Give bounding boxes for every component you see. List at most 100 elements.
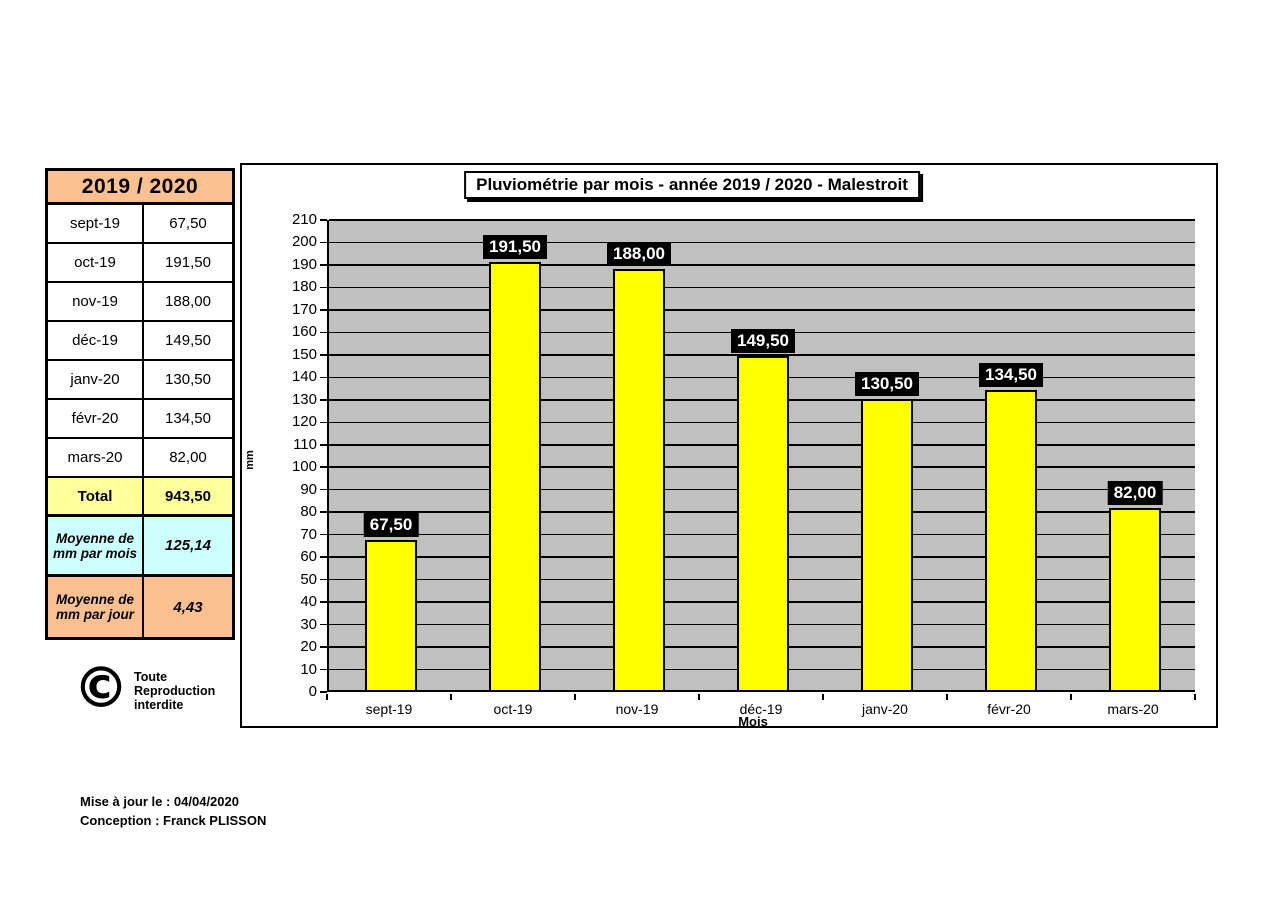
summary-table: 2019 / 2020 sept-19 67,50 oct-19 191,50 nov-… [45, 168, 235, 640]
month-cell: févr-20 [48, 400, 144, 437]
y-tick [320, 331, 327, 334]
footer-author-line: Conception : Franck PLISSON [80, 813, 267, 828]
bar-value-label: 82,00 [1107, 480, 1163, 505]
y-tick-label: 190 [291, 255, 317, 273]
y-tick-label: 100 [291, 458, 317, 476]
y-tick [320, 646, 327, 648]
y-tick [320, 601, 327, 603]
bar-value-label: 188,00 [607, 242, 671, 267]
bar-value-label: 134,50 [979, 362, 1043, 387]
bar-value-label: 67,50 [363, 513, 419, 538]
value-cell: 67,50 [169, 215, 207, 232]
month-cell: janv-20 [48, 361, 144, 398]
copyright-notice: © Toute Reproduction interdite [73, 661, 215, 717]
table-row: janv-20 130,50 [48, 361, 232, 400]
month-cell: déc-19 [48, 322, 144, 359]
month-cell: sept-19 [48, 205, 144, 242]
table-row: déc-19 149,50 [48, 322, 232, 361]
total-row: Total 943,50 [48, 478, 232, 517]
y-tick-label: 210 [291, 211, 317, 228]
x-category-label: janv-20 [862, 701, 908, 717]
footer: Mise à jour le : 04/04/2020 Conception :… [80, 792, 266, 830]
grid-line [329, 264, 1195, 266]
copyright-line: interdite [134, 698, 184, 712]
x-tick [946, 694, 948, 700]
x-category-label: mars-20 [1107, 701, 1159, 717]
value-cell: 82,00 [169, 449, 207, 466]
x-category-label: sept-19 [365, 701, 413, 717]
copyright-line: Reproduction [134, 684, 216, 698]
grid-line [329, 354, 1195, 356]
y-tick-label: 40 [300, 593, 317, 611]
y-tick [320, 578, 327, 581]
y-tick-label: 0 [308, 683, 317, 700]
chart-title: Pluviométrie par mois - année 2019 / 202… [464, 171, 920, 199]
y-tick-label: 50 [300, 570, 317, 588]
total-value: 943,50 [165, 487, 211, 505]
table-row: mars-20 82,00 [48, 439, 232, 478]
bar [489, 261, 541, 692]
y-tick [320, 376, 327, 379]
bar [365, 540, 417, 692]
bar [985, 389, 1037, 692]
y-tick-label: 140 [291, 368, 317, 386]
y-tick-label: 80 [300, 503, 317, 521]
y-tick [320, 466, 327, 468]
month-cell: nov-19 [48, 283, 144, 320]
month-cell: oct-19 [48, 244, 144, 281]
total-label: Total [48, 478, 144, 514]
avg-per-month-label: Moyenne de mm par mois [48, 517, 144, 574]
grid-line [329, 286, 1195, 289]
summary-table-header: 2019 / 2020 [48, 171, 232, 205]
y-tick [320, 421, 327, 424]
y-axis-title: mm [243, 450, 256, 470]
y-tick-label: 200 [291, 233, 317, 251]
y-tick-label: 60 [300, 548, 317, 566]
x-tick [450, 694, 452, 700]
avg-per-month-row: Moyenne de mm par mois 125,14 [48, 517, 232, 577]
x-category-label: févr-20 [987, 701, 1031, 717]
bar [737, 355, 789, 692]
y-tick [320, 691, 327, 693]
plot-area: 67,50 191,50 188,00 149,50 130,50 134,50 82,00 [327, 219, 1195, 692]
x-category-label: déc-19 [739, 701, 783, 717]
y-tick [320, 488, 327, 491]
avg-per-day-row: Moyenne de mm par jour 4,43 [48, 577, 232, 637]
avg-per-day-label: Moyenne de mm par jour [48, 577, 144, 637]
y-tick-label: 120 [291, 413, 317, 431]
y-tick [320, 533, 327, 536]
grid-line [329, 241, 1195, 244]
y-tick-label: 110 [293, 435, 317, 453]
value-cell: 130,50 [165, 371, 211, 388]
value-cell: 134,50 [165, 410, 211, 427]
avg-per-month-value: 125,14 [165, 537, 211, 554]
table-row: févr-20 134,50 [48, 400, 232, 439]
value-cell: 188,00 [165, 293, 211, 310]
bar-value-label: 149,50 [731, 328, 795, 353]
bar [1109, 507, 1161, 692]
table-row: nov-19 188,00 [48, 283, 232, 322]
y-tick-label: 20 [300, 638, 317, 656]
bar [861, 398, 913, 692]
value-cell: 149,50 [165, 332, 211, 349]
x-tick [1070, 694, 1072, 700]
summary-table-body: sept-19 67,50 oct-19 191,50 nov-19 188,00 déc-… [48, 205, 232, 478]
footer-updated-line: Mise à jour le : 04/04/2020 [80, 794, 239, 809]
y-tick-label: 130 [291, 390, 317, 408]
y-tick-label: 150 [291, 345, 317, 363]
x-tick [574, 694, 576, 700]
copyright-text: Toute Reproduction interdite [134, 670, 215, 712]
x-tick [698, 694, 700, 700]
y-tick [320, 668, 327, 671]
rainfall-bar-chart: Pluviométrie par mois - année 2019 / 202… [240, 163, 1218, 729]
y-tick [320, 556, 327, 558]
y-tick [320, 309, 327, 311]
y-tick [320, 241, 327, 244]
y-tick-label: 10 [300, 660, 317, 678]
value-cell: 191,50 [165, 254, 211, 271]
y-tick-label: 170 [291, 300, 317, 318]
grid-line [329, 219, 1195, 221]
x-tick [326, 694, 328, 700]
y-tick-label: 30 [300, 615, 317, 633]
x-category-label: oct-19 [493, 701, 533, 717]
